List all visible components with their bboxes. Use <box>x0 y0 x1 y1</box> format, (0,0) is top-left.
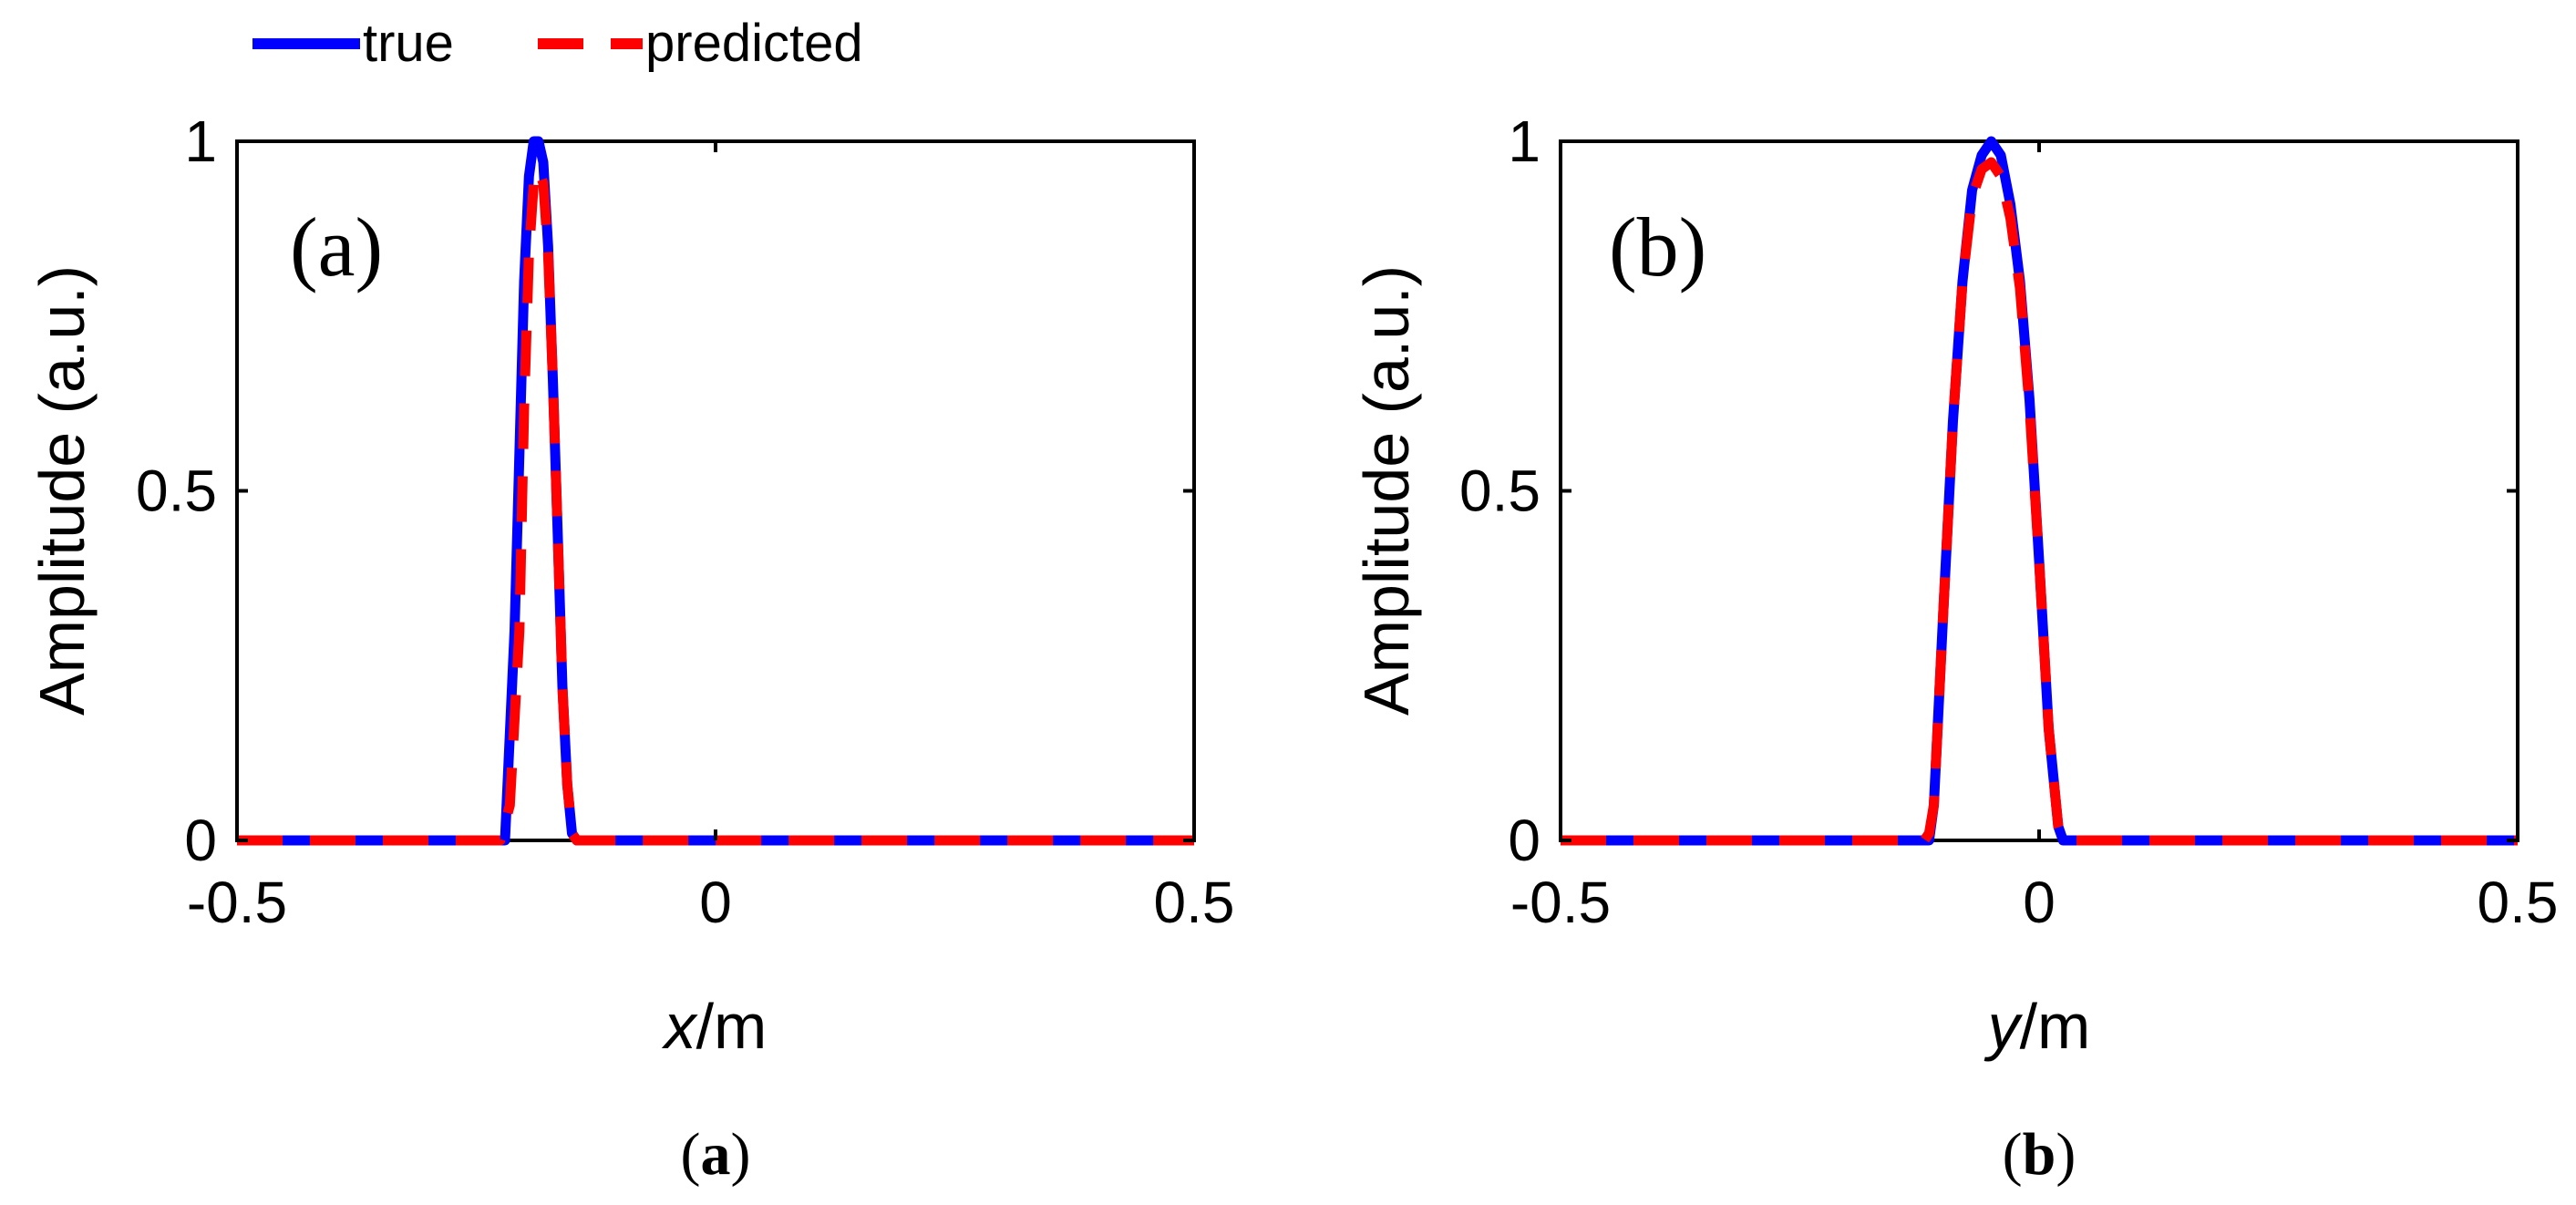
plot-marks-a <box>237 136 1194 846</box>
y-axis-label-a: Amplitude (a.u.) <box>26 265 98 716</box>
x-tick-label-b: 0 <box>2023 870 2056 935</box>
y-tick-label-a: 0 <box>184 808 217 873</box>
y-ticks-a: 00.51 <box>136 108 1194 873</box>
caption-b-open: ( <box>2003 1121 2023 1188</box>
y-tick-label-b: 0.5 <box>1459 458 1540 524</box>
caption-a-close: ) <box>731 1121 751 1188</box>
y-tick-label-a: 1 <box>184 108 217 174</box>
series-line-predicted-a <box>237 164 1194 846</box>
x-ticks-a: -0.5 0 0.5 <box>187 141 1235 935</box>
y-tick-label-a: 0.5 <box>136 458 217 524</box>
legend-true-label: true <box>363 14 454 73</box>
panel-label-b: (b) <box>1609 201 1706 294</box>
caption-a-open: ( <box>681 1121 701 1188</box>
caption-b: (b) <box>2003 1121 2076 1188</box>
x-axis-var-a: x <box>662 991 699 1062</box>
plot-marks-b <box>1561 136 2518 846</box>
x-ticks-b: -0.5 0 0.5 <box>1510 141 2559 935</box>
series-line-predicted-b <box>1561 157 2518 846</box>
x-axis-unit-b: /m <box>2020 991 2091 1062</box>
caption-a-letter: a <box>701 1121 731 1188</box>
caption-b-letter: b <box>2023 1121 2056 1188</box>
caption-a: (a) <box>681 1121 751 1188</box>
x-axis-label-b: y/m <box>1984 991 2091 1062</box>
y-ticks-b: 00.51 <box>1459 108 2518 873</box>
legend: true predicted <box>252 14 863 73</box>
y-tick-label-b: 1 <box>1508 108 1540 174</box>
x-axis-label-a: x/m <box>662 991 768 1062</box>
panel-label-a: (a) <box>290 201 383 294</box>
x-tick-label-b: 0.5 <box>2478 870 2559 935</box>
y-axis-label-b: Amplitude (a.u.) <box>1351 265 1422 716</box>
y-tick-label-b: 0 <box>1508 808 1540 873</box>
x-tick-label-b: -0.5 <box>1510 870 1611 935</box>
x-axis-var-b: y <box>1984 991 2024 1062</box>
x-tick-label-a: -0.5 <box>187 870 287 935</box>
legend-predicted-label: predicted <box>645 14 863 73</box>
x-tick-label-a: 0.5 <box>1154 870 1235 935</box>
x-axis-unit-a: /m <box>696 991 768 1062</box>
panel-b: 00.51 -0.5 0 0.5 (b) Amplitude (a.u.) y/m … <box>1351 108 2558 1188</box>
panel-a: 00.51 -0.5 0 0.5 (a) Amplitude (a.u.) x/m … <box>26 108 1234 1188</box>
x-tick-label-a: 0 <box>699 870 732 935</box>
caption-b-close: ) <box>2056 1121 2076 1188</box>
